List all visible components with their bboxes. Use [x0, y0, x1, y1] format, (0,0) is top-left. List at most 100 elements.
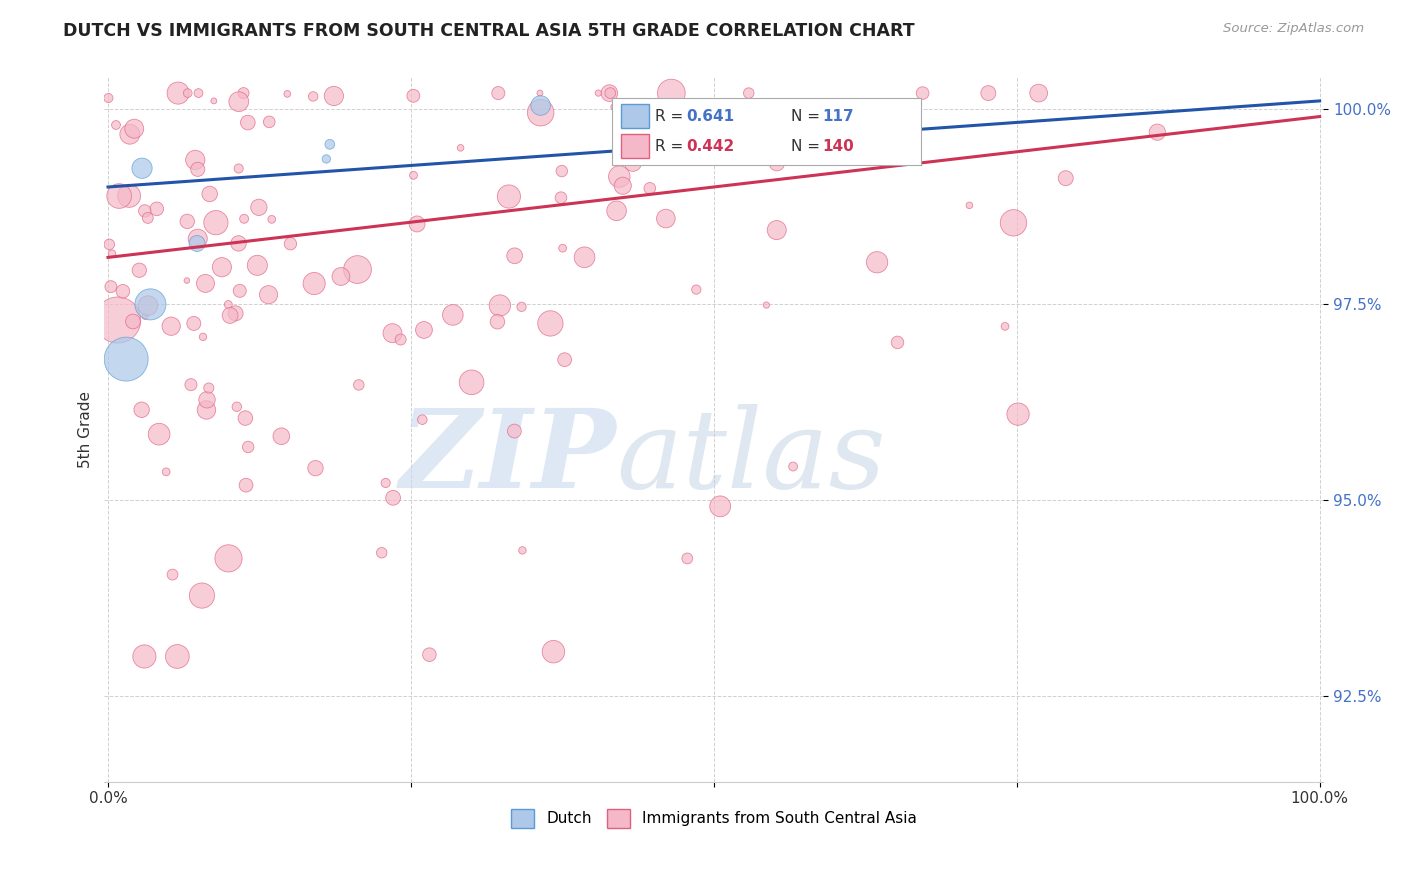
- Point: [238, 440, 260, 454]
- Point: [322, 89, 344, 103]
- Point: [450, 141, 472, 155]
- Point: [551, 241, 574, 255]
- Point: [118, 127, 141, 141]
- Point: [530, 105, 553, 120]
- Point: [503, 249, 526, 263]
- Point: [599, 86, 621, 100]
- Point: [550, 191, 572, 205]
- Point: [191, 589, 214, 603]
- Point: [136, 211, 159, 225]
- Point: [402, 169, 425, 183]
- Point: [194, 277, 217, 291]
- Point: [97, 91, 120, 105]
- Point: [503, 424, 526, 438]
- Point: [994, 319, 1017, 334]
- Point: [228, 161, 250, 176]
- Point: [381, 326, 404, 340]
- Point: [162, 567, 184, 582]
- Point: [538, 317, 561, 331]
- Point: [574, 250, 596, 264]
- Point: [195, 392, 218, 407]
- Point: [755, 298, 778, 312]
- Point: [329, 269, 352, 284]
- Text: Source: ZipAtlas.com: Source: ZipAtlas.com: [1223, 22, 1364, 36]
- Point: [302, 277, 325, 291]
- Point: [371, 546, 394, 560]
- Text: 140: 140: [823, 139, 853, 153]
- Point: [406, 217, 429, 231]
- Point: [551, 164, 574, 178]
- Point: [176, 274, 198, 288]
- Point: [1054, 171, 1077, 186]
- Point: [139, 297, 162, 311]
- Point: [122, 121, 145, 136]
- Point: [257, 287, 280, 301]
- Bar: [621, 135, 648, 159]
- Point: [160, 319, 183, 334]
- Point: [957, 198, 980, 212]
- Point: [441, 308, 464, 322]
- Point: [486, 86, 509, 100]
- Point: [134, 649, 156, 664]
- Point: [100, 279, 122, 293]
- Point: [136, 299, 159, 313]
- Point: [543, 645, 565, 659]
- Point: [886, 335, 908, 350]
- Point: [529, 86, 551, 100]
- Point: [685, 283, 707, 297]
- Point: [498, 189, 520, 203]
- Point: [111, 285, 134, 299]
- Point: [486, 315, 509, 329]
- Text: 0.442: 0.442: [686, 139, 734, 153]
- Point: [319, 137, 342, 152]
- Point: [202, 94, 225, 108]
- Point: [738, 86, 761, 100]
- Point: [105, 118, 128, 132]
- Point: [676, 551, 699, 566]
- Point: [134, 203, 156, 218]
- Point: [211, 260, 233, 275]
- Point: [304, 461, 326, 475]
- Point: [101, 246, 124, 260]
- Text: 117: 117: [823, 109, 853, 124]
- Point: [489, 298, 512, 312]
- Point: [118, 189, 141, 203]
- Point: [911, 86, 934, 100]
- Point: [606, 203, 628, 218]
- Point: [315, 152, 337, 166]
- Point: [659, 86, 682, 100]
- Point: [225, 306, 247, 320]
- Text: N =: N =: [792, 139, 825, 153]
- Point: [108, 189, 131, 203]
- Point: [235, 478, 257, 492]
- Point: [217, 297, 239, 311]
- Point: [233, 211, 256, 226]
- Point: [382, 491, 405, 505]
- Point: [598, 86, 620, 100]
- Point: [198, 186, 221, 201]
- Point: [155, 465, 177, 479]
- Point: [607, 169, 630, 184]
- Point: [276, 87, 298, 101]
- Point: [530, 98, 553, 112]
- Point: [186, 236, 208, 251]
- Point: [184, 153, 207, 167]
- Point: [98, 237, 121, 252]
- Point: [270, 429, 292, 443]
- Point: [766, 156, 789, 170]
- Legend: Dutch, Immigrants from South Central Asia: Dutch, Immigrants from South Central Asi…: [505, 803, 922, 834]
- Point: [402, 88, 425, 103]
- Point: [302, 89, 325, 103]
- Point: [148, 427, 170, 442]
- Point: [603, 100, 626, 114]
- Point: [588, 86, 610, 100]
- Text: R =: R =: [655, 139, 688, 153]
- Point: [176, 214, 198, 228]
- Point: [219, 309, 242, 323]
- Point: [621, 155, 644, 169]
- Point: [236, 115, 259, 129]
- Point: [347, 378, 370, 392]
- Point: [512, 543, 534, 558]
- Point: [177, 86, 200, 100]
- Text: atlas: atlas: [616, 404, 886, 511]
